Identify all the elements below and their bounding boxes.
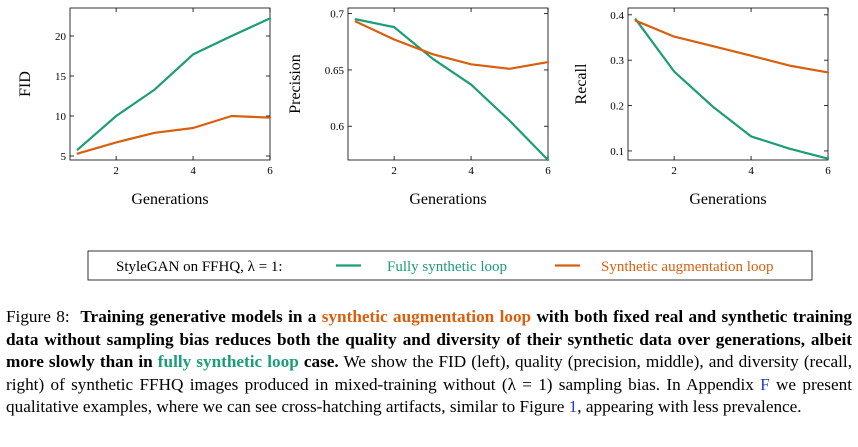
- caption-text-2: we present qualitative examples, where w…: [6, 374, 852, 417]
- fid-xtick-label: 4: [190, 165, 196, 177]
- legend-label-fully-synthetic: Fully synthetic loop: [387, 259, 507, 275]
- precision-xlabel: Generations: [409, 191, 486, 208]
- precision-ytick-label: 0.7: [330, 9, 344, 21]
- caption-bold-5: case.: [298, 352, 339, 372]
- fid-ytick-label: 5: [61, 151, 67, 163]
- fid-chart: 2 4 6 5 10 15 20 Generations FID: [17, 7, 273, 208]
- fid-ylabel: FID: [17, 71, 34, 97]
- figure-link[interactable]: 1: [568, 397, 578, 417]
- precision-chart: 2 4 6 0.6 0.65 0.7 Generations Precision: [287, 7, 551, 208]
- precision-xtick-label: 4: [468, 165, 474, 177]
- precision-xtick-label: 2: [391, 165, 397, 177]
- precision-series-line-synthetic-augmentation: [354, 20, 550, 70]
- recall-ytick-label: 0.3: [610, 55, 624, 67]
- appendix-link[interactable]: F: [760, 374, 770, 394]
- recall-xlabel: Generations: [689, 191, 766, 208]
- fid-axes-frame: [69, 7, 271, 161]
- recall-ytick-label: 0.1: [610, 146, 624, 158]
- legend-frame: [87, 250, 813, 281]
- caption-bold-fully-synthetic: fully synthetic loop: [157, 352, 299, 372]
- fid-series-line-synthetic-augmentation: [76, 114, 272, 155]
- precision-ylabel: Precision: [287, 54, 304, 114]
- fid-xtick-label: 6: [267, 165, 273, 177]
- precision-ytick-label: 0.6: [330, 121, 344, 133]
- fid-series-line-fully-synthetic: [76, 17, 272, 151]
- figure: 2 4 6 5 10 15 20 Generations FID 2 4 6 0.6 0.65 0.7 Gen…: [17, 7, 831, 281]
- recall-xtick-label: 4: [748, 165, 754, 177]
- caption-text-1: We show the FID (left), quality (precisi…: [6, 352, 852, 394]
- precision-ytick-label: 0.65: [325, 65, 345, 77]
- caption-bold-1: Training generative models in a: [80, 307, 322, 326]
- caption-label: Figure 8:: [6, 307, 70, 326]
- precision-axes-frame: [347, 7, 549, 161]
- fid-xtick-label: 2: [113, 165, 119, 177]
- legend: StyleGAN on FFHQ, λ = 1: Fully synthetic…: [87, 250, 813, 281]
- caption-bold-augmentation: synthetic augmentation loop: [321, 307, 532, 326]
- recall-ytick-label: 0.2: [610, 101, 624, 113]
- recall-chart: 2 4 6 0.1 0.2 0.3 0.4 Generations Recall: [573, 7, 831, 208]
- fid-xlabel: Generations: [131, 191, 208, 208]
- caption-bold-3: with both fixed real and synthetic train…: [6, 307, 853, 372]
- recall-ylabel: Recall: [573, 63, 590, 104]
- plots-group: 2 4 6 5 10 15 20 Generations FID 2 4 6 0.6 0.65 0.7 Gen…: [17, 7, 831, 208]
- fid-ytick-label: 10: [55, 111, 67, 123]
- recall-xtick-label: 6: [825, 165, 831, 177]
- legend-prefix: StyleGAN on FFHQ, λ = 1:: [116, 259, 283, 275]
- fid-ytick-label: 15: [55, 71, 67, 83]
- fid-ytick-label: 20: [55, 31, 67, 43]
- figure-caption: Figure 8: Training generative models in …: [6, 306, 852, 419]
- recall-series-line-fully-synthetic: [634, 18, 830, 160]
- recall-xtick-label: 2: [671, 165, 677, 177]
- precision-xtick-label: 6: [545, 165, 551, 177]
- recall-axes-frame: [627, 7, 829, 161]
- legend-label-synthetic-augmentation: Synthetic augmentation loop: [601, 259, 773, 275]
- recall-series-line-synthetic-augmentation: [634, 19, 830, 74]
- recall-ytick-label: 0.4: [610, 10, 624, 22]
- caption-text-3: , appearing with less prevalence.: [577, 397, 802, 417]
- precision-series-line-fully-synthetic: [354, 18, 550, 162]
